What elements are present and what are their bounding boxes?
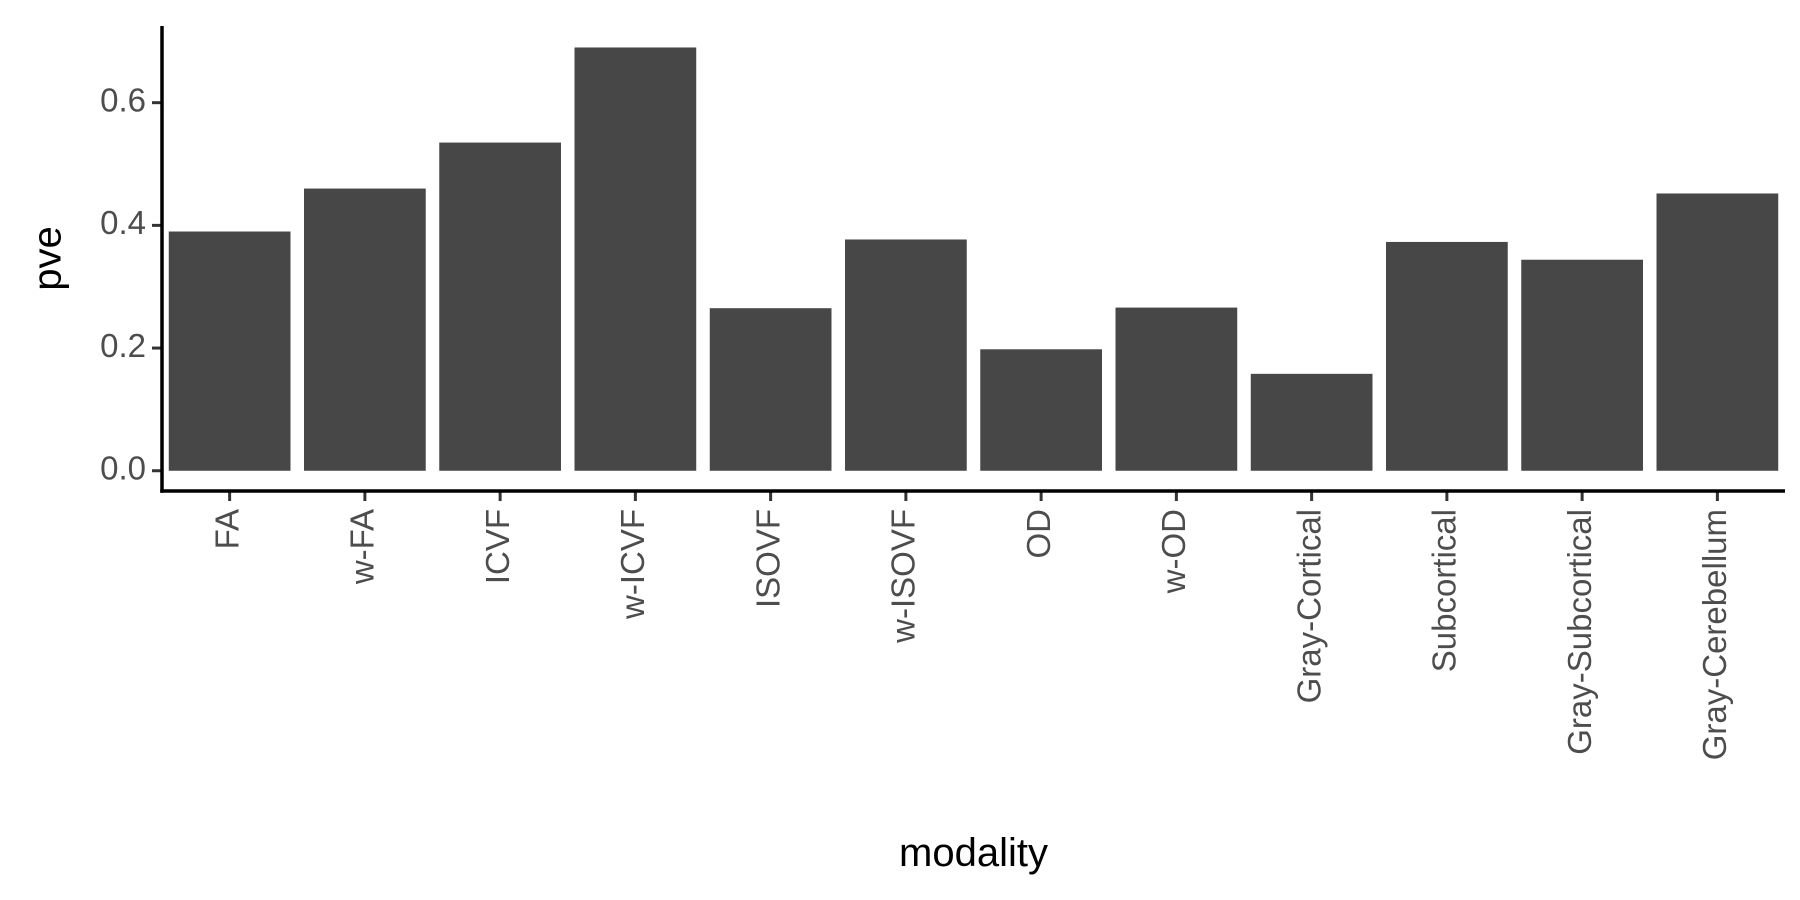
bar-w-isovf [845,239,967,471]
y-axis-ticks: 0.0 0.2 0.4 0.6 [100,81,162,486]
x-tick-label: Subcortical [1426,509,1463,672]
x-tick-label: w-OD [1155,509,1192,594]
x-tick-label: Gray-Cerebellum [1696,509,1733,760]
x-tick-label: Gray-Subcortical [1561,509,1598,755]
bar-icvf [439,142,561,471]
bar-gray-subcortical [1521,259,1643,471]
bar-gray-cortical [1250,373,1373,471]
bar-subcortical [1386,241,1508,471]
x-tick-label: ICVF [479,509,516,584]
y-tick-label: 0.6 [100,81,146,118]
bar-od [980,349,1102,471]
x-tick-label: w-ICVF [614,509,651,620]
bar-w-icvf [574,47,697,471]
x-tick-label: Gray-Cortical [1290,509,1327,703]
x-axis-ticks: FA w-FA ICVF w-ICVF ISOVF w-ISOVF OD w-OD Gray-C… [208,491,1733,760]
x-tick-label: ISOVF [749,509,786,608]
x-tick-label: w-FA [344,509,381,585]
x-axis-title: modality [899,831,1048,875]
x-tick-label: OD [1020,509,1057,559]
y-tick-label: 0.2 [100,327,146,364]
bars-group [168,47,1779,471]
x-tick-label: FA [208,509,245,549]
bar-isovf [709,308,832,471]
bar-w-od [1115,307,1238,471]
bar-fa [168,231,291,471]
x-tick-label: w-ISOVF [885,509,922,644]
bar-gray-cerebellum [1656,193,1779,471]
bar-w-fa [304,188,426,471]
y-tick-label: 0.4 [100,204,146,241]
y-axis-title: pve [26,226,70,291]
y-tick-label: 0.0 [100,449,146,486]
